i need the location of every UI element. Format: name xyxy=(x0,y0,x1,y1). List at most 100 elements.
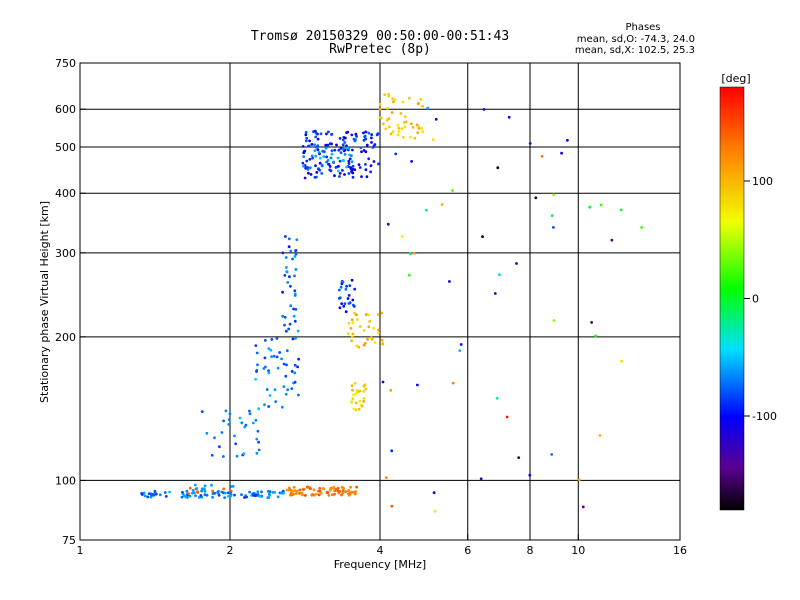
data-point xyxy=(397,126,401,130)
data-point xyxy=(361,404,364,408)
data-point xyxy=(291,337,295,341)
data-point xyxy=(330,132,334,136)
data-point xyxy=(321,487,325,490)
data-point xyxy=(354,401,358,405)
data-point xyxy=(343,173,346,176)
data-point xyxy=(290,387,294,390)
data-point xyxy=(267,405,271,408)
data-point xyxy=(220,431,224,434)
data-point xyxy=(424,208,428,212)
data-point xyxy=(345,131,348,135)
data-point xyxy=(373,341,377,344)
data-point xyxy=(305,166,309,170)
data-point xyxy=(347,302,351,305)
legend-line-x: mean, sd,X: 102.5, 25.3 xyxy=(575,45,695,56)
data-point xyxy=(355,313,358,317)
data-point xyxy=(316,137,320,141)
data-point xyxy=(433,509,437,513)
y-axis-label: Stationary phase Virtual Height [km] xyxy=(38,201,51,403)
data-point xyxy=(203,484,207,488)
data-point xyxy=(326,143,330,147)
data-point xyxy=(308,157,312,161)
data-point xyxy=(200,489,204,493)
data-point xyxy=(417,126,421,130)
data-point xyxy=(552,226,555,229)
data-point xyxy=(224,409,228,413)
data-point xyxy=(387,94,391,98)
data-point xyxy=(349,166,352,169)
data-point xyxy=(351,388,354,392)
data-point xyxy=(282,491,285,495)
data-point xyxy=(233,493,236,497)
data-point xyxy=(264,365,267,369)
data-point xyxy=(300,491,303,495)
data-point xyxy=(347,159,351,163)
data-point xyxy=(355,135,358,138)
data-point xyxy=(253,494,257,497)
data-point xyxy=(315,171,319,174)
data-point xyxy=(222,455,225,458)
data-point xyxy=(297,357,300,361)
data-point xyxy=(353,287,357,291)
data-point xyxy=(343,302,347,305)
data-point xyxy=(203,489,207,493)
data-point xyxy=(358,166,362,169)
data-point xyxy=(451,189,454,192)
y-tick-label: 400 xyxy=(55,187,76,200)
data-point xyxy=(251,421,255,425)
data-point xyxy=(348,157,352,161)
data-point xyxy=(302,487,306,491)
data-point xyxy=(322,155,326,159)
data-point xyxy=(420,126,424,130)
data-point xyxy=(211,495,215,499)
data-point xyxy=(358,325,362,328)
data-point xyxy=(313,149,317,153)
data-point xyxy=(357,163,361,167)
data-point xyxy=(275,337,279,340)
data-point xyxy=(213,491,217,495)
data-point xyxy=(392,100,395,104)
data-point xyxy=(267,371,271,375)
data-point xyxy=(413,136,417,140)
data-point xyxy=(390,449,394,453)
data-point xyxy=(140,493,144,496)
tick-layer: 1 2 4 6 8 10 16 75 100 200 300 400 500 600 750 xyxy=(55,57,687,557)
data-point xyxy=(360,175,363,179)
data-point xyxy=(590,321,593,324)
data-point xyxy=(350,169,354,172)
data-point xyxy=(313,143,316,147)
data-point xyxy=(550,453,554,456)
data-point xyxy=(338,159,342,163)
data-point xyxy=(281,290,284,294)
data-point xyxy=(289,304,293,308)
data-point xyxy=(348,284,352,287)
data-point xyxy=(295,238,299,242)
data-point xyxy=(289,249,293,253)
data-point xyxy=(410,160,413,163)
data-point xyxy=(372,326,376,330)
data-point xyxy=(310,143,314,146)
data-point xyxy=(372,160,376,163)
data-point xyxy=(416,131,420,135)
data-point xyxy=(304,130,308,134)
data-point xyxy=(434,117,438,121)
data-point xyxy=(388,125,391,129)
data-point xyxy=(357,345,361,349)
data-point xyxy=(353,381,357,385)
data-point xyxy=(282,362,286,366)
data-point xyxy=(302,164,305,168)
data-point xyxy=(528,142,532,145)
data-point xyxy=(287,245,291,249)
data-point xyxy=(293,289,297,293)
data-point xyxy=(284,235,287,238)
data-point xyxy=(268,394,272,397)
data-point xyxy=(293,363,297,367)
data-point xyxy=(256,429,260,433)
data-point xyxy=(316,144,320,148)
data-point xyxy=(304,139,308,143)
data-point xyxy=(577,478,581,482)
data-point xyxy=(338,172,342,175)
data-point xyxy=(200,410,204,413)
data-point xyxy=(347,172,351,175)
data-point xyxy=(331,493,334,497)
